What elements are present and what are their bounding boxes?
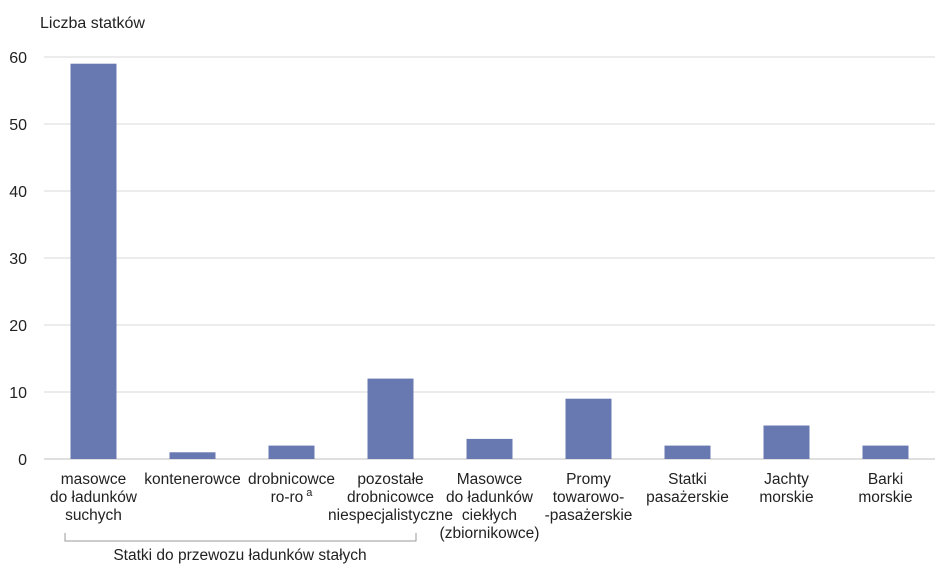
- y-axis-ticks: 0 10 20 30 40 50 60: [9, 50, 27, 469]
- x-tick-label-line: -pasażerskie: [545, 507, 633, 524]
- x-tick-label-line: drobnicowce: [347, 489, 434, 506]
- x-tick-label-line: pozostałe: [357, 471, 423, 488]
- x-tick-label: pozostałe drobnicowce niespecjalistyczne: [328, 471, 453, 524]
- x-tick-label-line: towarowo-: [553, 489, 625, 506]
- x-tick-label-line: kontenerowce: [144, 471, 241, 488]
- bar: [466, 438, 513, 459]
- x-tick-label: masowce do ładunków suchych: [50, 471, 138, 524]
- x-tick-label-line: do ładunków: [50, 489, 138, 506]
- x-tick-label-line: Barki: [868, 471, 903, 488]
- footnote-marker: a: [306, 487, 313, 499]
- bar: [70, 63, 117, 459]
- bars: [70, 63, 909, 459]
- y-tick-label: 20: [9, 318, 27, 335]
- x-tick-label: Barki morskie: [858, 471, 912, 506]
- bar: [763, 425, 810, 459]
- bar: [862, 445, 909, 459]
- group-label: Statki do przewozu ładunków stałych: [113, 547, 366, 564]
- x-tick-label: Jachty morskie: [759, 471, 813, 506]
- x-tick-label-line: niespecjalistyczne: [328, 507, 453, 524]
- x-tick-label-line: Jachty: [764, 471, 809, 488]
- x-tick-label-line: ro-ro: [271, 489, 304, 506]
- bar: [268, 445, 315, 459]
- category-group: Statki do przewozu ładunków stałych: [64, 533, 417, 564]
- bar: [367, 378, 414, 459]
- y-tick-label: 10: [9, 385, 27, 402]
- y-tick-label: 60: [9, 50, 27, 67]
- x-tick-label: kontenerowce: [144, 471, 241, 488]
- x-tick-label-line: morskie: [858, 489, 912, 506]
- gridlines: [44, 56, 935, 460]
- x-tick-label-line: suchych: [65, 507, 122, 524]
- y-tick-label: 0: [18, 452, 27, 469]
- y-tick-label: 40: [9, 184, 27, 201]
- group-bracket: [64, 533, 417, 542]
- y-tick-label: 30: [9, 251, 27, 268]
- x-tick-label-line: Statki: [668, 471, 707, 488]
- bar: [169, 452, 216, 459]
- x-tick-label-line: morskie: [759, 489, 813, 506]
- x-tick-label-line: ciekłych: [462, 507, 517, 524]
- bar: [664, 445, 711, 459]
- x-tick-label-line: Masowce: [457, 471, 522, 488]
- x-tick-label-line: pasażerskie: [646, 489, 729, 506]
- y-axis-title: Liczba statków: [40, 15, 145, 32]
- bar: [565, 398, 612, 459]
- y-tick-label: 50: [9, 117, 27, 134]
- x-tick-label-line: (zbiornikowce): [440, 525, 540, 542]
- x-tick-label-line: masowce: [61, 471, 126, 488]
- x-tick-label: Masowce do ładunków ciekłych (zbiornikowce): [440, 471, 540, 542]
- x-tick-label-line: Promy: [566, 471, 611, 488]
- x-tick-label: drobnicowce ro-ro a: [248, 471, 335, 506]
- x-tick-label: Promy towarowo--pasażerskie: [545, 471, 633, 524]
- x-tick-label-line: drobnicowce: [248, 471, 335, 488]
- x-tick-label: Statki pasażerskie: [646, 471, 729, 506]
- x-tick-label-line: do ładunków: [446, 489, 534, 506]
